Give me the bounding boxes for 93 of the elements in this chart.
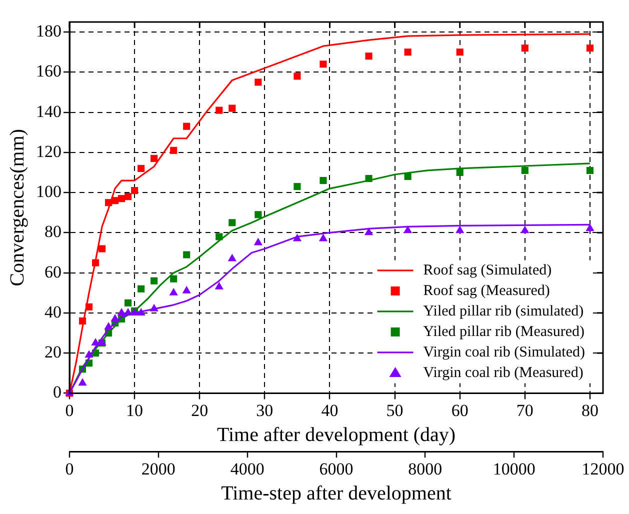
point xyxy=(520,226,530,234)
x2-tick-label: 10000 xyxy=(492,459,536,478)
point xyxy=(365,174,372,182)
point xyxy=(170,146,178,154)
x2-axis-title: Time-step after development xyxy=(221,482,452,504)
legend-label: Yiled pillar rib (Measured) xyxy=(423,324,584,340)
y-tick-label: 100 xyxy=(36,182,62,202)
point xyxy=(136,308,146,316)
point xyxy=(117,308,126,316)
point xyxy=(456,48,464,56)
point xyxy=(586,44,594,52)
point xyxy=(110,314,120,322)
x-tick-label: 60 xyxy=(451,400,468,420)
point xyxy=(254,78,262,86)
point xyxy=(182,286,191,294)
x2-tick-label: 4000 xyxy=(230,459,264,478)
x2-tick-label: 6000 xyxy=(319,459,354,478)
point xyxy=(521,44,528,52)
point xyxy=(170,275,178,282)
point xyxy=(586,224,594,232)
point xyxy=(169,288,178,296)
x2-tick-label: 2000 xyxy=(141,459,176,478)
point xyxy=(456,168,464,176)
point xyxy=(105,199,112,206)
point xyxy=(104,322,113,330)
point xyxy=(183,251,190,258)
x-tick-label: 80 xyxy=(581,400,598,420)
x-tick-label: 40 xyxy=(321,400,338,420)
point xyxy=(294,72,301,80)
y-tick-label: 60 xyxy=(44,262,62,282)
point xyxy=(228,219,236,226)
point xyxy=(404,48,412,56)
point xyxy=(92,259,100,266)
y-tick-label: 160 xyxy=(36,62,62,81)
x-tick-label: 10 xyxy=(126,400,144,420)
x2-tick-label: 0 xyxy=(65,459,74,478)
point xyxy=(320,176,327,184)
x2-tick-label: 8000 xyxy=(408,459,442,478)
point xyxy=(403,226,412,234)
point xyxy=(214,282,224,290)
y-tick-label: 40 xyxy=(44,302,62,322)
x-tick-label: 70 xyxy=(516,400,534,420)
point xyxy=(292,234,302,242)
point xyxy=(131,187,138,194)
point xyxy=(84,350,94,358)
point xyxy=(124,299,132,306)
point xyxy=(124,193,132,200)
point xyxy=(228,104,236,112)
point xyxy=(404,172,412,180)
x-axis-title: Time after development (day) xyxy=(216,424,456,446)
x-tick-label: 50 xyxy=(386,400,404,420)
point xyxy=(85,303,93,310)
point xyxy=(216,233,223,240)
point xyxy=(91,338,100,346)
point xyxy=(364,228,374,236)
y-tick-label: 0 xyxy=(53,382,62,402)
point xyxy=(183,122,190,130)
legend-label: Roof sag (Measured) xyxy=(423,282,550,299)
point xyxy=(521,166,528,174)
point xyxy=(365,52,372,60)
point xyxy=(138,164,145,172)
point xyxy=(318,234,328,242)
y-tick-label: 20 xyxy=(44,342,62,362)
point xyxy=(150,277,158,284)
point xyxy=(78,317,86,324)
point xyxy=(138,285,145,292)
point xyxy=(118,195,126,202)
y-tick-label: 140 xyxy=(36,102,62,121)
point xyxy=(150,304,158,312)
y-axis-title: Convergences(mm) xyxy=(6,128,28,286)
y-tick-label: 80 xyxy=(44,222,62,242)
point xyxy=(78,378,87,386)
point xyxy=(150,154,158,162)
point xyxy=(456,226,464,234)
point xyxy=(112,197,119,204)
legend-label: Virgin coal rib (Measured) xyxy=(423,364,584,381)
y-tick-label: 120 xyxy=(36,142,62,161)
x-tick-label: 0 xyxy=(65,400,74,420)
point xyxy=(586,166,594,174)
point xyxy=(320,60,327,68)
legend-label: Virgin coal rib (Simulated) xyxy=(423,344,586,360)
point xyxy=(254,211,262,218)
legend-label: Yiled pillar rib (simulated) xyxy=(423,303,584,320)
legend-label: Roof sag (Simulated) xyxy=(423,262,552,278)
x2-tick-label: 12000 xyxy=(582,459,624,478)
point xyxy=(254,238,263,246)
point xyxy=(216,106,223,114)
y-tick-label: 180 xyxy=(36,22,62,40)
point xyxy=(98,245,106,252)
x-tick-label: 20 xyxy=(191,400,208,420)
x-tick-label: 30 xyxy=(256,400,274,420)
point xyxy=(228,254,236,262)
point xyxy=(294,182,301,190)
